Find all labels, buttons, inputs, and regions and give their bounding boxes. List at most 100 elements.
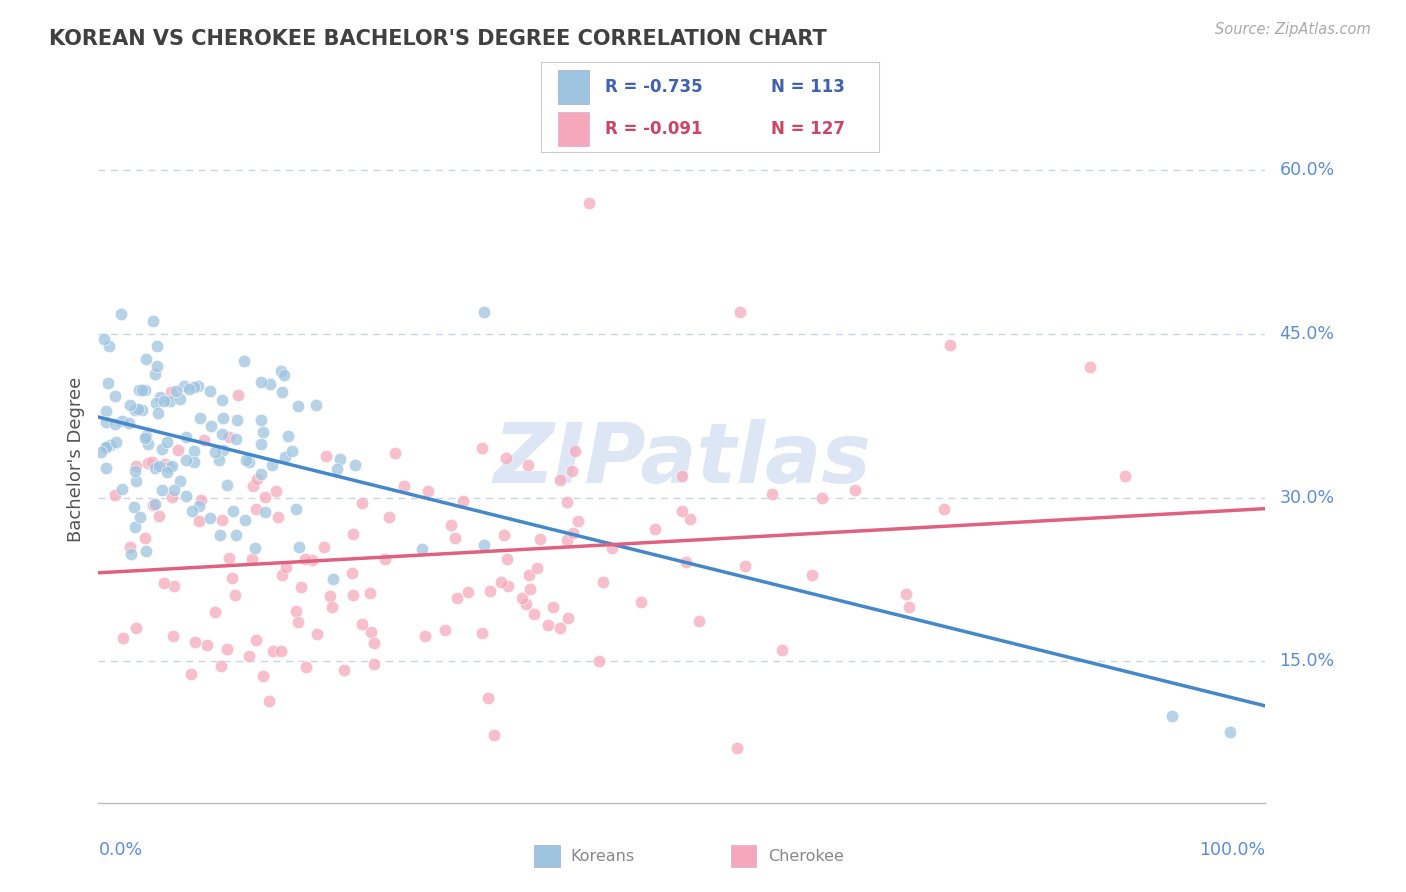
Point <box>482 728 505 742</box>
Point <box>433 624 456 638</box>
Point <box>277 429 299 443</box>
Point <box>734 559 756 574</box>
Point <box>541 599 564 614</box>
Point <box>844 483 866 497</box>
Point <box>359 586 381 600</box>
Point <box>240 551 263 566</box>
Point <box>183 635 205 649</box>
Point <box>671 503 693 517</box>
Point <box>118 541 141 555</box>
Point <box>416 484 439 499</box>
Point <box>143 497 166 511</box>
Point <box>233 354 256 368</box>
Point <box>526 560 548 574</box>
Point <box>90 445 112 459</box>
Point <box>329 452 352 467</box>
Point <box>1219 725 1241 739</box>
Point <box>104 488 127 502</box>
Point <box>305 626 328 640</box>
Text: 100.0%: 100.0% <box>1199 840 1265 859</box>
Point <box>344 458 367 472</box>
Point <box>125 459 148 474</box>
Point <box>471 441 494 455</box>
Point <box>489 574 512 589</box>
Text: Source: ZipAtlas.com: Source: ZipAtlas.com <box>1215 22 1371 37</box>
Point <box>305 398 328 412</box>
Text: 45.0%: 45.0% <box>1279 325 1334 343</box>
Point <box>204 444 226 458</box>
Point <box>592 575 614 590</box>
Point <box>252 425 274 440</box>
Text: Cherokee: Cherokee <box>768 849 844 863</box>
Point <box>495 451 517 466</box>
Point <box>262 643 284 657</box>
Point <box>187 379 209 393</box>
Point <box>111 414 134 428</box>
Point <box>496 552 519 566</box>
Point <box>174 453 197 467</box>
Point <box>238 648 260 663</box>
Point <box>134 531 156 545</box>
Point <box>360 625 382 640</box>
Point <box>124 464 146 478</box>
Point <box>519 582 541 596</box>
Point <box>146 359 169 374</box>
Point <box>537 618 560 632</box>
Point <box>235 452 257 467</box>
Point <box>94 403 117 417</box>
Point <box>183 455 205 469</box>
Point <box>136 456 159 470</box>
Point <box>630 595 652 609</box>
Point <box>208 452 231 467</box>
Point <box>124 402 146 417</box>
Point <box>252 669 274 683</box>
Point <box>671 468 693 483</box>
Point <box>162 629 184 643</box>
Point <box>378 510 401 524</box>
Point <box>173 379 195 393</box>
Point <box>131 383 153 397</box>
Point <box>222 504 245 518</box>
Point <box>322 572 344 586</box>
Point <box>284 502 307 516</box>
Point <box>262 458 284 473</box>
Point <box>679 512 702 526</box>
Point <box>120 398 142 412</box>
Point <box>730 305 752 319</box>
Point <box>180 666 202 681</box>
Point <box>141 455 163 469</box>
Point <box>384 446 406 460</box>
Point <box>257 694 280 708</box>
Point <box>97 376 120 390</box>
Bar <box>558 112 589 146</box>
Point <box>111 482 134 496</box>
Point <box>128 383 150 397</box>
Point <box>156 435 179 450</box>
Point <box>165 384 187 398</box>
Point <box>578 196 600 211</box>
Point <box>761 486 783 500</box>
Point <box>218 551 240 566</box>
Point <box>174 429 197 443</box>
Point <box>153 393 176 408</box>
Point <box>276 559 298 574</box>
Point <box>225 432 247 446</box>
Point <box>238 455 260 469</box>
Point <box>939 338 962 352</box>
Point <box>148 458 170 473</box>
Point <box>274 450 297 464</box>
Point <box>190 492 212 507</box>
Point <box>224 588 246 602</box>
Point <box>136 437 159 451</box>
Point <box>215 478 238 492</box>
Point <box>245 501 267 516</box>
Point <box>122 500 145 514</box>
Point <box>104 389 127 403</box>
Point <box>494 528 516 542</box>
Point <box>142 314 165 328</box>
Point <box>273 368 295 382</box>
Point <box>142 498 165 512</box>
Text: Koreans: Koreans <box>571 849 636 863</box>
Point <box>562 526 585 541</box>
Point <box>555 533 578 548</box>
